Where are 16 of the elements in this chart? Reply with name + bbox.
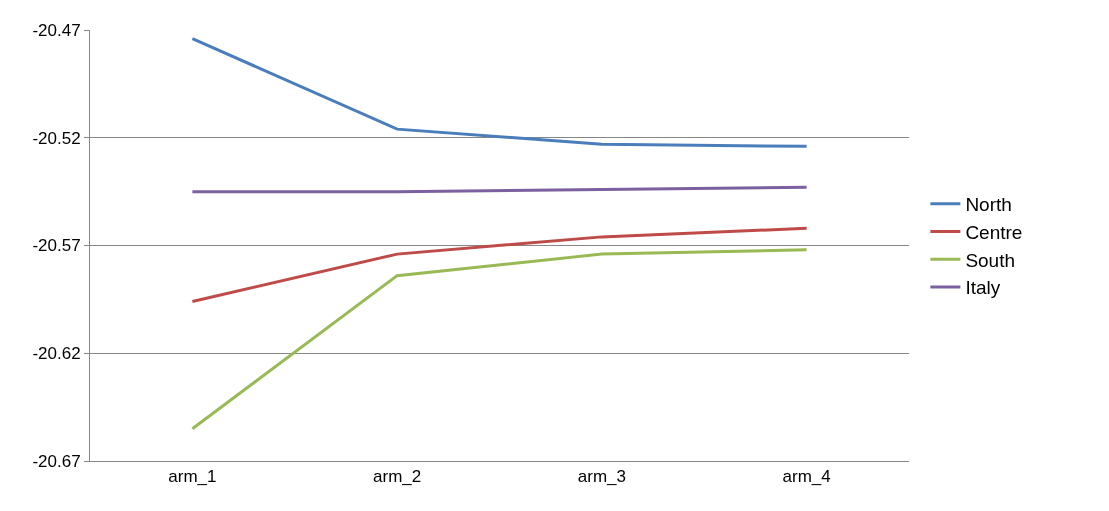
x-tick-label: arm_2 bbox=[373, 467, 422, 487]
x-tick-label: arm_1 bbox=[168, 467, 217, 487]
y-tick-label: -20.57 bbox=[32, 236, 81, 256]
legend-label: South bbox=[965, 249, 1016, 271]
legend-label: North bbox=[965, 194, 1012, 216]
x-tick-label: arm_4 bbox=[782, 467, 831, 487]
y-tick-label: -20.62 bbox=[32, 344, 81, 364]
y-tick-label: -20.52 bbox=[32, 128, 81, 148]
y-tick-label: -20.47 bbox=[32, 20, 81, 40]
line-series bbox=[190, 248, 809, 431]
line-series bbox=[190, 226, 809, 304]
legend-label: Centre bbox=[965, 221, 1023, 243]
y-tick-label: -20.67 bbox=[32, 451, 81, 471]
line-series bbox=[190, 37, 809, 148]
legend-label: Italy bbox=[965, 277, 1001, 299]
x-tick-label: arm_3 bbox=[577, 467, 626, 487]
